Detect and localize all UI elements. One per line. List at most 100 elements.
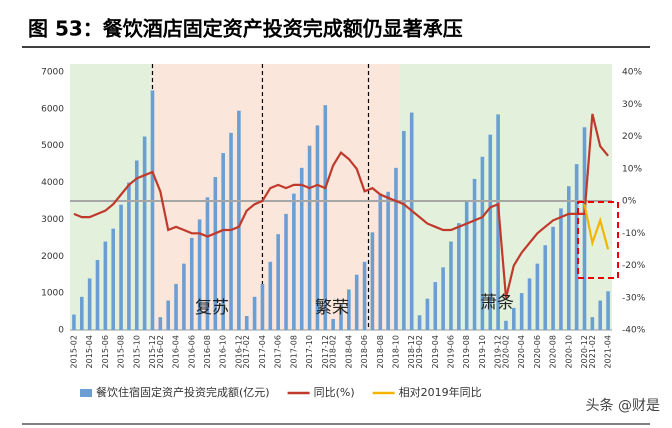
bar xyxy=(598,300,603,330)
bar xyxy=(449,241,453,330)
bar xyxy=(79,296,84,330)
bar xyxy=(229,132,233,330)
x-tick-label: 2017-12 xyxy=(321,335,330,368)
bar xyxy=(103,241,108,330)
bar xyxy=(535,263,540,330)
bar xyxy=(205,197,210,330)
bar xyxy=(472,178,477,330)
bar xyxy=(590,317,595,330)
x-tick-label: 2019-04 xyxy=(431,335,440,368)
bar xyxy=(417,315,422,330)
watermark: 头条 @财是 xyxy=(586,397,660,414)
bar xyxy=(512,307,516,330)
bar xyxy=(127,182,131,330)
x-tick-label: 2018-04 xyxy=(344,335,353,368)
x-tick-label: 2015-04 xyxy=(85,335,94,368)
bar xyxy=(307,145,312,330)
bar xyxy=(72,314,76,330)
y-tick-label: 0 xyxy=(58,326,64,336)
bar xyxy=(111,228,116,330)
bar xyxy=(543,245,548,330)
bar xyxy=(402,130,406,330)
x-tick-label: 2018-10 xyxy=(391,335,400,368)
bar xyxy=(519,293,524,330)
x-tick-label: 2021-02 xyxy=(588,335,597,368)
bar xyxy=(292,193,296,330)
region-green xyxy=(70,64,153,330)
y-tick-label: 7000 xyxy=(41,68,64,78)
bar xyxy=(582,127,587,331)
bar xyxy=(339,304,343,330)
bar xyxy=(260,283,265,330)
bar xyxy=(182,263,186,330)
bar xyxy=(504,320,508,330)
bar xyxy=(464,201,469,330)
x-tick-label: 2016-08 xyxy=(203,335,212,368)
bar xyxy=(323,105,328,331)
bar xyxy=(119,204,123,330)
phase-label: 复苏 xyxy=(195,298,229,318)
bar xyxy=(433,282,438,330)
bar xyxy=(252,296,257,330)
y-tick-label: 5000 xyxy=(41,141,64,151)
bar xyxy=(574,164,579,330)
bar xyxy=(244,315,249,330)
y-tick-label: 3000 xyxy=(41,215,64,225)
bar xyxy=(457,223,461,330)
x-tick-label: 2015-08 xyxy=(117,335,126,368)
bar xyxy=(354,274,359,330)
bar xyxy=(606,291,610,330)
bar xyxy=(299,167,304,330)
bar xyxy=(488,134,493,330)
bar xyxy=(370,232,375,330)
bar xyxy=(213,177,218,330)
bar xyxy=(480,156,485,330)
x-tick-label: 2019-02 xyxy=(415,335,424,368)
legend-swatch xyxy=(80,389,92,397)
y2-tick-label: 20% xyxy=(622,132,642,142)
bar xyxy=(559,208,563,330)
bar xyxy=(189,237,194,330)
bar xyxy=(394,167,398,330)
bar xyxy=(409,112,414,331)
bar xyxy=(566,186,571,330)
line-series xyxy=(73,113,609,299)
bar xyxy=(142,136,147,330)
x-tick-label: 2016-04 xyxy=(172,335,181,368)
x-tick-label: 2018-02 xyxy=(329,335,338,368)
x-tick-label: 2016-02 xyxy=(156,335,165,368)
bar xyxy=(496,114,500,330)
x-tick-label: 2017-06 xyxy=(274,335,283,368)
bar xyxy=(331,318,335,330)
x-tick-label: 2017-08 xyxy=(289,335,298,368)
bar xyxy=(197,219,202,330)
y2-tick-label: 40% xyxy=(622,68,642,78)
x-tick-label: 2019-08 xyxy=(462,335,471,368)
y-tick-label: 1000 xyxy=(41,289,64,299)
bar xyxy=(441,267,445,330)
bar xyxy=(87,278,92,330)
bar xyxy=(284,213,288,330)
x-tick-label: 2018-12 xyxy=(407,335,416,368)
x-tick-label: 2019-10 xyxy=(478,335,487,368)
y2-tick-label: -10% xyxy=(622,229,646,239)
bar xyxy=(386,191,390,330)
x-tick-label: 2019-06 xyxy=(446,335,455,368)
y2-tick-label: 10% xyxy=(622,164,642,174)
bar xyxy=(527,278,532,330)
legend-label: 相对2019年同比 xyxy=(399,385,482,399)
x-tick-label: 2016-06 xyxy=(187,335,196,368)
highlight-box xyxy=(577,201,619,279)
bar xyxy=(134,160,139,330)
x-tick-label: 2015-10 xyxy=(132,335,141,368)
x-tick-label: 2018-08 xyxy=(376,335,385,368)
y2-tick-label: 0% xyxy=(622,197,637,207)
y-tick-label: 4000 xyxy=(41,178,64,188)
x-tick-label: 2015-02 xyxy=(69,335,78,368)
bar xyxy=(150,90,155,330)
bar xyxy=(315,125,320,330)
legend-label: 餐饮住宿固定资产投资完成额(亿元) xyxy=(96,385,270,399)
region-pink xyxy=(152,64,400,330)
x-tick-label: 2020-06 xyxy=(533,335,542,368)
x-tick-label: 2018-06 xyxy=(360,335,369,368)
